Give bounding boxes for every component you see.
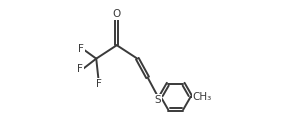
- Text: S: S: [155, 95, 161, 105]
- Text: CH₃: CH₃: [193, 92, 212, 102]
- Text: F: F: [77, 64, 83, 74]
- Text: F: F: [96, 79, 102, 89]
- Text: F: F: [78, 44, 84, 54]
- Text: O: O: [113, 9, 121, 19]
